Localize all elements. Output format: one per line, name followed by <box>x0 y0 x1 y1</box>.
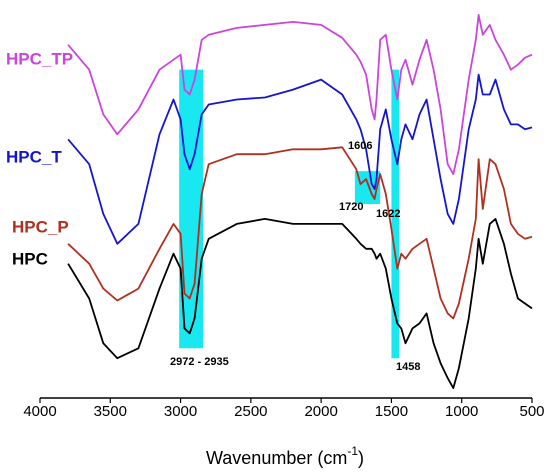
series-label: HPC_P <box>12 217 69 236</box>
spectrum-line <box>67 146 533 320</box>
x-tick-label: 2500 <box>234 403 267 420</box>
x-tick-label: 4000 <box>23 403 56 420</box>
series-label: HPC_TP <box>6 49 73 68</box>
x-tick-label: 1000 <box>445 403 478 420</box>
spectrum-line <box>67 73 533 245</box>
annotation: 1622 <box>376 208 400 220</box>
x-tick-label: 3000 <box>164 403 197 420</box>
annotation: 1720 <box>339 201 363 213</box>
x-label-sup: -1 <box>347 444 358 458</box>
series-label: HPC_T <box>6 147 62 166</box>
x-label-text: Wavenumber (cm <box>206 448 347 468</box>
x-tick-label: 1500 <box>375 403 408 420</box>
series-label: HPC <box>12 249 48 268</box>
annotation: 1606 <box>348 140 372 152</box>
x-tick-label: 2000 <box>304 403 337 420</box>
annotation: 1458 <box>396 361 420 373</box>
annotation: 2972 - 2935 <box>170 356 229 368</box>
x-tick-label: 3500 <box>94 403 127 420</box>
x-tick-label: 500 <box>519 403 544 420</box>
x-label-end: ) <box>358 448 364 468</box>
highlight-band <box>391 69 400 359</box>
spectrum-line <box>67 13 533 176</box>
x-axis-label: Wavenumber (cm-1) <box>206 444 364 468</box>
spectrum-line <box>67 217 533 390</box>
